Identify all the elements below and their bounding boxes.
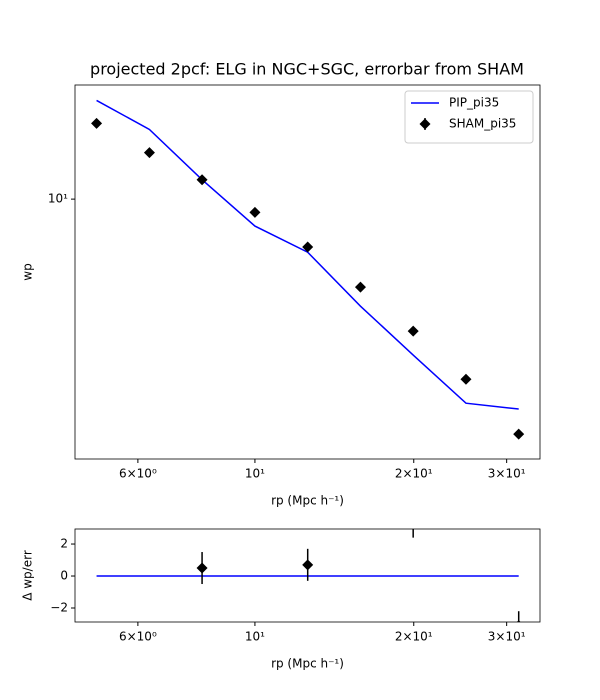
y-axis-label: Δ wp/err [21, 550, 35, 601]
x-tick-label: 6×10⁰ [119, 630, 157, 644]
y-tick-label: 10¹ [48, 192, 68, 206]
x-axis-label: rp (Mpc h⁻¹) [271, 494, 344, 508]
data-point [513, 428, 525, 440]
data-point [516, 620, 521, 622]
x-tick-label: 10¹ [245, 630, 265, 644]
x-tick-label: 3×10¹ [488, 467, 526, 481]
y-tick-label: −2 [50, 601, 68, 615]
plot-area [96, 518, 521, 622]
data-point [302, 241, 314, 253]
plot-area [91, 99, 525, 440]
data-point [460, 373, 472, 385]
x-tick-label: 10¹ [245, 467, 265, 481]
legend-swatch [419, 118, 431, 130]
data-point [354, 281, 366, 293]
y-tick-label: 2 [60, 537, 68, 551]
chart-title: projected 2pcf: ELG in NGC+SGC, errorbar… [90, 60, 524, 79]
legend-box [404, 90, 534, 144]
data-point [302, 559, 314, 571]
x-tick-label: 6×10⁰ [119, 467, 157, 481]
data-point [196, 562, 208, 574]
data-line [96, 99, 519, 410]
data-point [407, 325, 419, 337]
axes-frame [74, 528, 541, 623]
legend-label: SHAM_pi35 [449, 117, 516, 131]
axes-frame [74, 84, 541, 460]
data-point [91, 117, 103, 129]
x-tick-label: 2×10¹ [395, 467, 433, 481]
legend-label: PIP_pi35 [449, 96, 499, 110]
x-tick-label: 2×10¹ [395, 630, 433, 644]
data-point [249, 206, 261, 218]
data-point [196, 174, 208, 186]
x-axis-label: rp (Mpc h⁻¹) [271, 657, 344, 671]
data-point [408, 518, 419, 529]
y-tick-label: 0 [60, 569, 68, 583]
x-tick-label: 3×10¹ [488, 630, 526, 644]
data-point [143, 147, 155, 159]
y-axis-label: wp [21, 263, 35, 280]
